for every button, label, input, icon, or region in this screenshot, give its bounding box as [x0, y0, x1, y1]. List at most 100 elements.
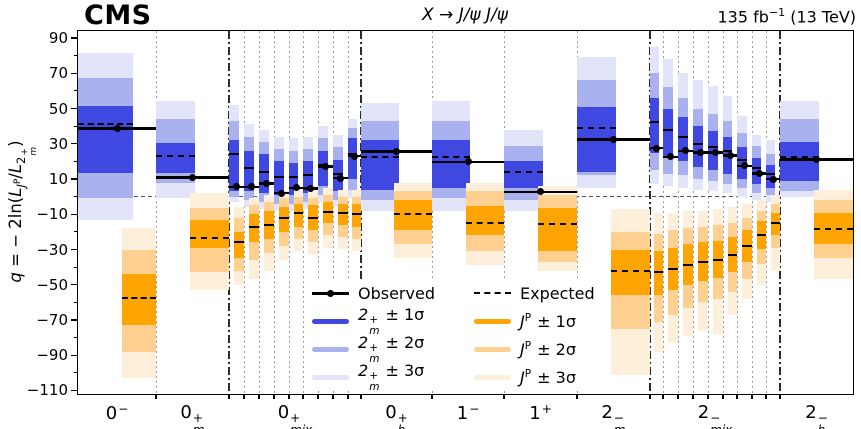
column-separator — [707, 31, 709, 394]
x-axis-tick — [332, 395, 334, 399]
expected-jp-line — [337, 212, 348, 215]
expected-2m-line — [244, 167, 254, 170]
expected-2m-line — [259, 170, 269, 173]
x-axis-tick — [649, 395, 651, 399]
column-separator — [332, 31, 334, 394]
observed-marker — [307, 185, 314, 193]
y-axis-minor-tick — [74, 266, 78, 268]
x-axis-group-label: 2−mix — [697, 402, 733, 429]
plot-title: X → J/ψ J/ψ — [421, 5, 509, 25]
observed-marker — [189, 174, 196, 182]
column-separator — [692, 31, 694, 394]
legend-2m-1sigma-label: 2 + m ± 1σ — [358, 305, 425, 337]
observed-marker — [263, 179, 270, 187]
observed-marker — [769, 175, 777, 183]
expected-2m-line — [708, 146, 718, 149]
x-axis-group-label: 1− — [456, 402, 480, 424]
lumi-energy: (13 TeV) — [785, 7, 856, 27]
y-axis-tick — [71, 178, 78, 180]
group-separator — [779, 31, 781, 394]
y-axis-tick — [71, 284, 78, 286]
column-separator — [431, 31, 433, 394]
expected-jp-line — [814, 228, 853, 231]
band-jp-1sigma — [233, 231, 244, 259]
band-jp-1sigma — [465, 206, 504, 235]
x-axis-tick — [431, 395, 433, 399]
column-separator — [302, 31, 304, 394]
band-jp-1sigma — [611, 249, 650, 296]
legend-expected-label: Expected — [520, 283, 595, 303]
y-axis-minor-tick — [74, 301, 78, 303]
expected-jp-line — [654, 271, 663, 274]
x-axis-tick — [779, 395, 781, 399]
band-jp-1sigma — [538, 208, 577, 252]
x-axis-group-label: 0+h — [385, 402, 408, 429]
x-axis-tick — [155, 395, 157, 399]
legend-2m-1sigma-swatch — [312, 312, 349, 330]
legend-2m-1sigma: 2 + m ± 1σ — [312, 305, 435, 337]
expected-2m-line — [78, 123, 133, 126]
y-axis-minor-tick — [74, 337, 78, 339]
legend-2m-2sigma: 2 + m ± 2σ — [312, 333, 435, 365]
band-2m-1sigma — [259, 154, 269, 194]
ylabel-eq: = − 2ln( — [6, 196, 25, 273]
experiment-logo: CMS — [84, 0, 152, 31]
group-separator — [360, 31, 362, 394]
expected-jp-line — [322, 210, 333, 213]
x-axis-tick — [243, 395, 245, 399]
expected-jp-line — [352, 213, 361, 216]
legend-2m-3sigma-label: 2 + m ± 3σ — [358, 361, 425, 393]
legend-2m-2sigma-swatch — [312, 340, 349, 358]
x-axis-group-label: 0+mix — [277, 402, 313, 429]
legend-observed: Observed — [312, 279, 435, 307]
column-separator — [576, 31, 578, 394]
y-axis-tick-label: −90 — [36, 346, 68, 365]
y-axis-tick — [71, 248, 78, 251]
legend-2m-3sigma-swatch — [312, 368, 349, 386]
ylabel-slash: / — [6, 173, 25, 179]
observed-marker — [322, 163, 329, 171]
band-2m-1sigma — [504, 161, 543, 188]
column-separator — [736, 31, 738, 394]
x-axis-tick — [707, 395, 709, 399]
x-axis-tick — [273, 395, 275, 399]
legend-observed-label: Observed — [358, 283, 435, 303]
expected-jp-line — [697, 260, 708, 263]
y-axis-tick — [71, 107, 78, 110]
ylabel-L2: L — [6, 163, 25, 174]
expected-jp-line — [190, 237, 229, 240]
expected-jp-line — [465, 222, 504, 225]
x-axis-tick — [751, 395, 753, 399]
x-axis-group-label: 1+ — [529, 402, 552, 424]
ylabel-q: q — [6, 272, 25, 283]
legend: Observed 2 + m ± 1σ 2 + m ± 2σ 2 + m ± 3σ Expected… — [306, 279, 608, 393]
y-axis-minor-tick — [74, 372, 78, 374]
y-axis-tick-label: −50 — [36, 275, 68, 294]
observed-marker — [610, 135, 617, 143]
x-axis-group-label: 0+m — [180, 402, 204, 429]
expected-jp-line — [611, 269, 650, 272]
legend-2m-3sigma: 2 + m ± 3σ — [312, 361, 435, 393]
observed-marker — [726, 151, 734, 159]
column-separator — [317, 31, 319, 394]
y-axis-minor-tick — [74, 160, 78, 162]
band-2m-1sigma — [650, 97, 659, 153]
y-axis-tick — [71, 354, 78, 356]
x-axis-tick — [677, 395, 679, 399]
observed-marker — [667, 153, 674, 161]
legend-jp-1sigma-swatch — [474, 312, 511, 330]
x-axis-tick — [258, 395, 260, 399]
legend-jp-2sigma-label: JP ± 2σ — [520, 339, 576, 359]
expected-2m-line — [577, 127, 616, 130]
y-axis-tick-label: 90 — [48, 29, 68, 48]
legend-expected-swatch — [474, 284, 511, 302]
y-axis-tick-label: −110 — [26, 381, 68, 400]
column-separator — [751, 31, 753, 394]
observed-marker — [712, 149, 719, 157]
x-axis-tick — [722, 395, 724, 399]
x-axis-tick — [692, 395, 694, 399]
band-2m-1sigma — [663, 108, 673, 158]
band-2m-1sigma — [678, 117, 688, 162]
legend-2m-2sigma-label: 2 + m ± 2σ — [358, 333, 425, 365]
expected-2m-line — [693, 142, 703, 145]
